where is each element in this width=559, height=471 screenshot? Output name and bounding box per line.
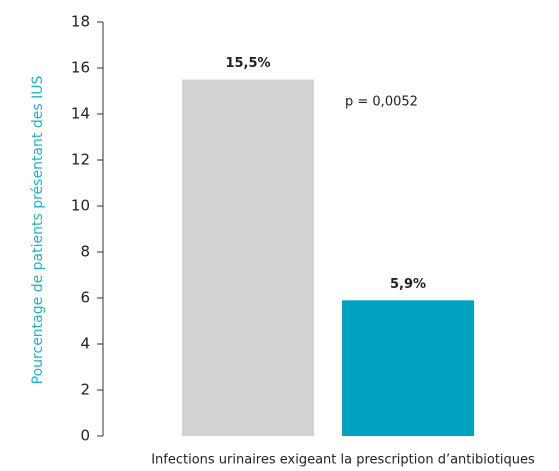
y-tick-label: 12 bbox=[71, 151, 90, 169]
y-tick-label: 0 bbox=[80, 427, 90, 445]
y-tick-label: 8 bbox=[80, 243, 90, 261]
y-tick-label: 18 bbox=[71, 13, 90, 31]
y-tick-label: 6 bbox=[80, 289, 90, 307]
y-tick-label: 2 bbox=[80, 381, 90, 399]
value-label: 5,9% bbox=[390, 277, 426, 292]
y-axis-label: Pourcentage de patients présentant des I… bbox=[30, 76, 46, 385]
bar bbox=[342, 300, 474, 436]
y-tick-label: 14 bbox=[71, 105, 90, 123]
y-tick-label: 4 bbox=[80, 335, 90, 353]
annotation: p = 0,0052 bbox=[345, 95, 418, 110]
value-label: 15,5% bbox=[225, 56, 270, 71]
y-tick-label: 16 bbox=[71, 59, 90, 77]
y-tick-label: 10 bbox=[71, 197, 90, 215]
bar bbox=[182, 79, 314, 436]
x-axis-label: Infections urinaires exigeant la prescri… bbox=[151, 453, 535, 468]
